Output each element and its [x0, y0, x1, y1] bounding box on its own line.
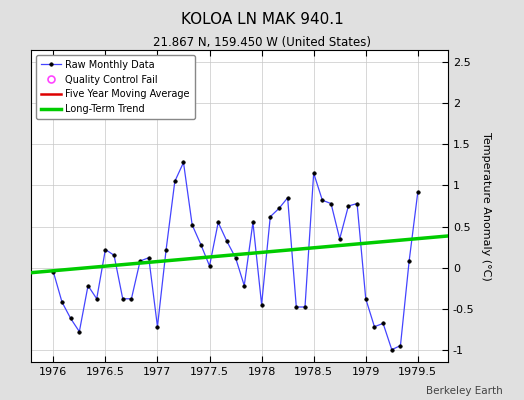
Raw Monthly Data — [128, 296, 135, 301]
Raw Monthly Data — [137, 259, 143, 264]
Raw Monthly Data — [189, 222, 195, 227]
Raw Monthly Data — [372, 324, 378, 329]
Raw Monthly Data — [311, 171, 317, 176]
Text: KOLOA LN MAK 940.1: KOLOA LN MAK 940.1 — [181, 12, 343, 27]
Raw Monthly Data — [154, 324, 160, 329]
Raw Monthly Data — [363, 296, 369, 301]
Raw Monthly Data — [267, 214, 274, 219]
Y-axis label: Temperature Anomaly (°C): Temperature Anomaly (°C) — [481, 132, 491, 280]
Raw Monthly Data — [389, 347, 395, 352]
Raw Monthly Data — [111, 253, 117, 258]
Raw Monthly Data — [102, 247, 108, 252]
Raw Monthly Data — [336, 236, 343, 241]
Raw Monthly Data — [59, 300, 65, 304]
Raw Monthly Data — [241, 283, 247, 288]
Raw Monthly Data — [302, 304, 308, 309]
Raw Monthly Data — [397, 343, 403, 348]
Raw Monthly Data — [406, 259, 412, 264]
Legend: Raw Monthly Data, Quality Control Fail, Five Year Moving Average, Long-Term Tren: Raw Monthly Data, Quality Control Fail, … — [36, 55, 195, 119]
Raw Monthly Data — [50, 269, 57, 274]
Raw Monthly Data — [285, 195, 291, 200]
Raw Monthly Data — [180, 160, 187, 165]
Text: Berkeley Earth: Berkeley Earth — [427, 386, 503, 396]
Raw Monthly Data — [354, 201, 360, 206]
Raw Monthly Data — [119, 296, 126, 301]
Raw Monthly Data — [85, 283, 91, 288]
Raw Monthly Data — [414, 190, 421, 194]
Raw Monthly Data — [319, 198, 325, 203]
Raw Monthly Data — [224, 239, 230, 244]
Raw Monthly Data — [146, 255, 152, 260]
Raw Monthly Data — [293, 304, 299, 309]
Text: 21.867 N, 159.450 W (United States): 21.867 N, 159.450 W (United States) — [153, 36, 371, 49]
Raw Monthly Data — [233, 255, 239, 260]
Raw Monthly Data — [258, 302, 265, 307]
Raw Monthly Data — [76, 329, 82, 334]
Raw Monthly Data — [68, 316, 74, 321]
Raw Monthly Data — [380, 321, 386, 326]
Raw Monthly Data — [250, 220, 256, 225]
Raw Monthly Data — [94, 296, 100, 301]
Line: Raw Monthly Data: Raw Monthly Data — [51, 161, 420, 352]
Raw Monthly Data — [328, 201, 334, 206]
Raw Monthly Data — [198, 242, 204, 247]
Raw Monthly Data — [276, 206, 282, 211]
Raw Monthly Data — [206, 264, 213, 268]
Raw Monthly Data — [345, 204, 352, 208]
Raw Monthly Data — [163, 247, 169, 252]
Raw Monthly Data — [172, 179, 178, 184]
Raw Monthly Data — [215, 220, 221, 225]
